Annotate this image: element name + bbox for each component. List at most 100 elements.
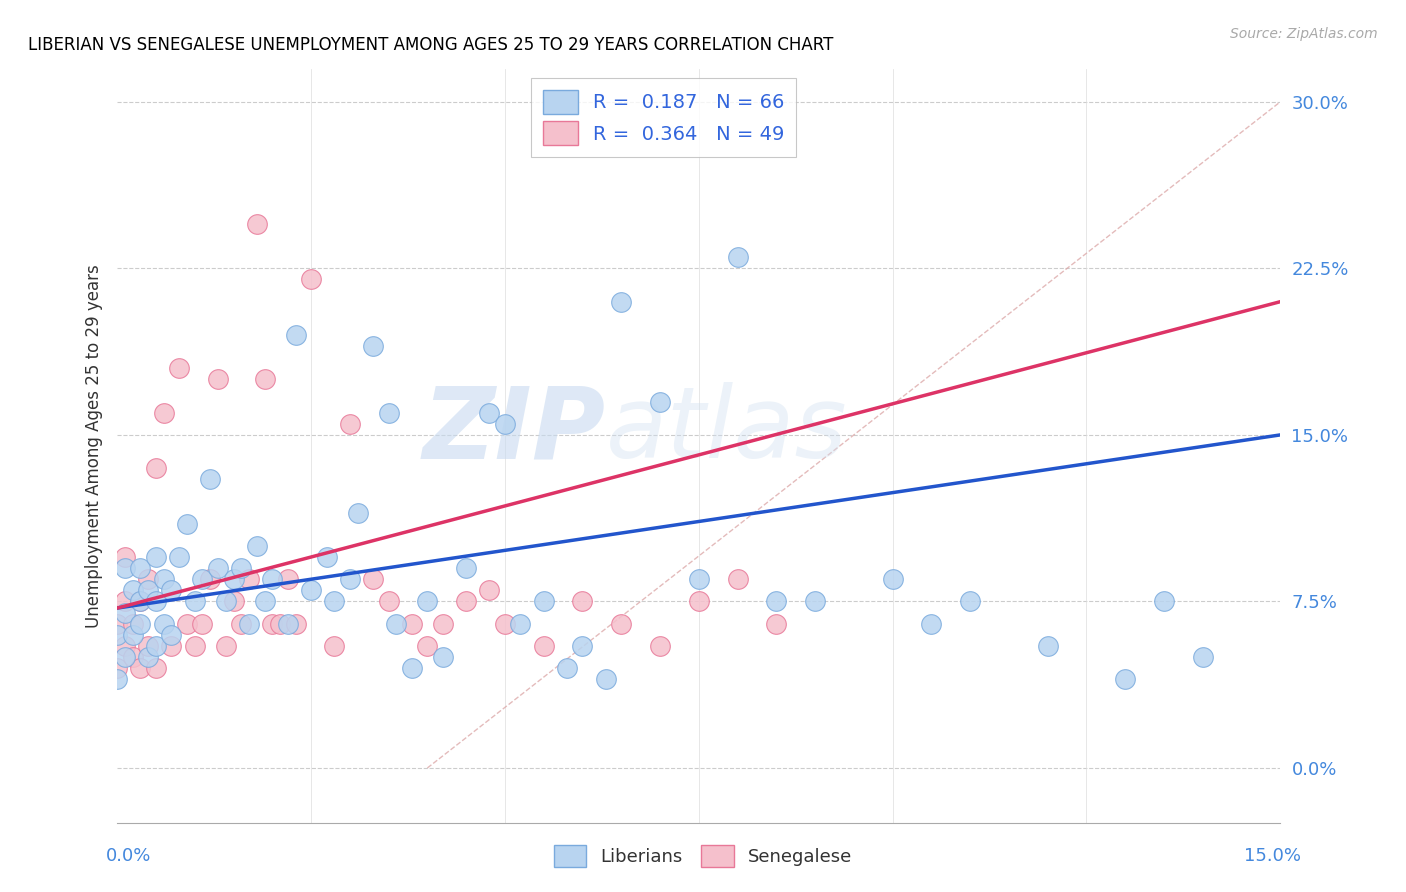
Point [277, 616, 299, 631]
Point [478, 406, 501, 420]
Point [253, 594, 276, 608]
Point [121, 583, 143, 598]
Legend: R =  0.187   N = 66, R =  0.364   N = 49: R = 0.187 N = 66, R = 0.364 N = 49 [531, 78, 796, 157]
Point [478, 583, 501, 598]
Point [571, 639, 593, 653]
Point [231, 561, 253, 575]
Point [238, 572, 260, 586]
Point [129, 661, 152, 675]
Point [432, 649, 454, 664]
Point [416, 594, 439, 608]
Point [145, 661, 167, 675]
Text: 0.0%: 0.0% [105, 847, 150, 865]
Point [765, 616, 787, 631]
Point [129, 594, 152, 608]
Point [262, 616, 284, 631]
Point [727, 572, 749, 586]
Point [215, 594, 238, 608]
Point [765, 594, 787, 608]
Point [509, 616, 531, 631]
Point [184, 639, 207, 653]
Point [494, 417, 516, 431]
Point [167, 361, 190, 376]
Point [160, 583, 183, 598]
Point [246, 539, 269, 553]
Point [121, 628, 143, 642]
Point [882, 572, 904, 586]
Point [121, 616, 143, 631]
Point [114, 649, 136, 664]
Point [804, 594, 827, 608]
Text: atlas: atlas [606, 383, 848, 479]
Point [152, 616, 174, 631]
Point [145, 594, 167, 608]
Point [1114, 672, 1136, 686]
Point [129, 594, 152, 608]
Point [152, 406, 174, 420]
Point [176, 616, 198, 631]
Text: LIBERIAN VS SENEGALESE UNEMPLOYMENT AMONG AGES 25 TO 29 YEARS CORRELATION CHART: LIBERIAN VS SENEGALESE UNEMPLOYMENT AMON… [28, 36, 834, 54]
Point [129, 616, 152, 631]
Point [339, 417, 361, 431]
Point [114, 639, 136, 653]
Point [136, 649, 159, 664]
Point [105, 616, 128, 631]
Point [246, 217, 269, 231]
Point [262, 572, 284, 586]
Point [361, 339, 384, 353]
Point [129, 561, 152, 575]
Point [385, 616, 408, 631]
Point [160, 639, 183, 653]
Point [494, 616, 516, 631]
Point [1036, 639, 1059, 653]
Point [595, 672, 617, 686]
Point [114, 549, 136, 564]
Point [361, 572, 384, 586]
Point [176, 516, 198, 531]
Point [207, 561, 229, 575]
Point [152, 572, 174, 586]
Point [346, 506, 368, 520]
Point [959, 594, 981, 608]
Point [416, 639, 439, 653]
Point [323, 594, 346, 608]
Point [456, 561, 478, 575]
Text: Source: ZipAtlas.com: Source: ZipAtlas.com [1230, 27, 1378, 41]
Point [920, 616, 942, 631]
Point [222, 594, 245, 608]
Point [238, 616, 260, 631]
Point [339, 572, 361, 586]
Point [377, 594, 399, 608]
Point [533, 639, 555, 653]
Point [377, 406, 399, 420]
Point [114, 561, 136, 575]
Point [136, 583, 159, 598]
Point [610, 616, 633, 631]
Legend: Liberians, Senegalese: Liberians, Senegalese [547, 838, 859, 874]
Point [200, 572, 222, 586]
Point [114, 606, 136, 620]
Point [160, 628, 183, 642]
Point [207, 372, 229, 386]
Point [145, 639, 167, 653]
Point [191, 616, 214, 631]
Point [121, 649, 143, 664]
Point [136, 572, 159, 586]
Point [555, 661, 578, 675]
Point [571, 594, 593, 608]
Point [145, 461, 167, 475]
Point [231, 616, 253, 631]
Point [727, 250, 749, 264]
Point [456, 594, 478, 608]
Text: 15.0%: 15.0% [1243, 847, 1301, 865]
Point [648, 394, 671, 409]
Point [184, 594, 207, 608]
Text: ZIP: ZIP [423, 383, 606, 479]
Point [401, 661, 423, 675]
Point [610, 294, 633, 309]
Point [105, 628, 128, 642]
Point [1153, 594, 1175, 608]
Point [136, 639, 159, 653]
Y-axis label: Unemployment Among Ages 25 to 29 years: Unemployment Among Ages 25 to 29 years [86, 264, 103, 628]
Point [432, 616, 454, 631]
